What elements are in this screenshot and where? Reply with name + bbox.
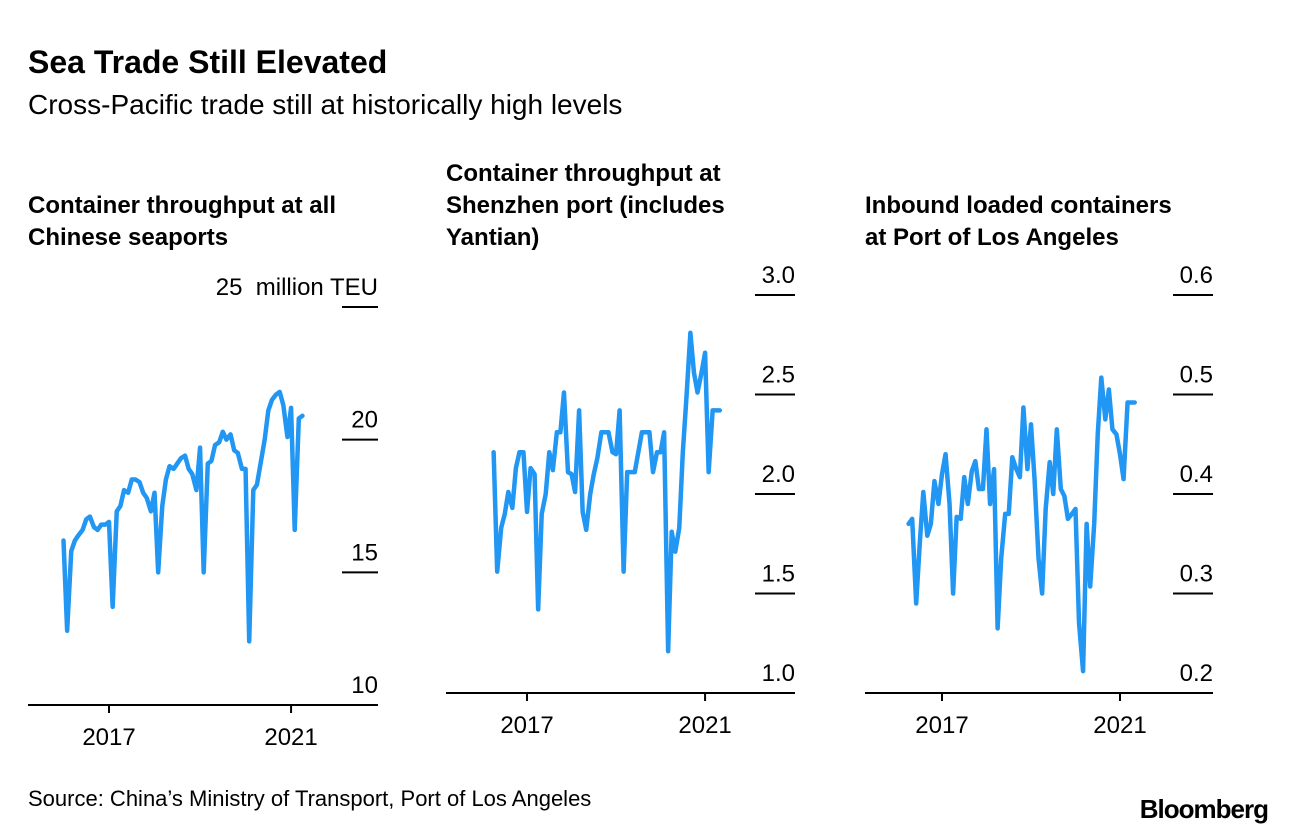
source-note: Source: China’s Ministry of Transport, P… <box>28 786 591 811</box>
x-tick-label: 2017 <box>82 724 135 751</box>
x-tick-label: 2017 <box>500 712 553 739</box>
panel-title: Container throughput at <box>446 160 721 187</box>
panel-title: Container throughput at all <box>28 192 336 219</box>
y-tick-label: 15 <box>351 539 378 566</box>
data-line <box>906 375 1137 674</box>
y-tick-label: 1.5 <box>762 561 795 588</box>
panel-title: Shenzhen port (includes <box>446 192 725 219</box>
data-line <box>61 389 305 644</box>
y-tick-label: 3.0 <box>762 262 795 289</box>
panel-title: Inbound loaded containers <box>865 192 1172 219</box>
panel-title: Chinese seaports <box>28 224 228 251</box>
page-subtitle: Cross-Pacific trade still at historicall… <box>28 89 622 120</box>
y-tick-label: 25 million TEU <box>216 274 378 301</box>
logo: Bloomberg <box>1140 794 1268 824</box>
y-tick-label: 20 <box>351 407 378 434</box>
y-tick-label: 0.6 <box>1180 262 1213 289</box>
y-tick-label: 10 <box>351 672 378 699</box>
page-title: Sea Trade Still Elevated <box>28 44 387 80</box>
panel-title: at Port of Los Angeles <box>865 224 1119 251</box>
data-line <box>491 330 723 654</box>
x-tick-label: 2021 <box>1093 712 1146 739</box>
y-tick-label: 0.2 <box>1180 660 1213 687</box>
y-tick-label: 1.0 <box>762 660 795 687</box>
y-tick-label: 0.4 <box>1180 461 1213 488</box>
y-tick-label: 0.3 <box>1180 561 1213 588</box>
panel-title: Yantian) <box>446 224 539 251</box>
x-tick-label: 2017 <box>915 712 968 739</box>
y-tick-label: 2.5 <box>762 362 795 389</box>
x-tick-label: 2021 <box>678 712 731 739</box>
y-tick-label: 2.0 <box>762 461 795 488</box>
y-tick-label: 0.5 <box>1180 362 1213 389</box>
x-tick-label: 2021 <box>264 724 317 751</box>
